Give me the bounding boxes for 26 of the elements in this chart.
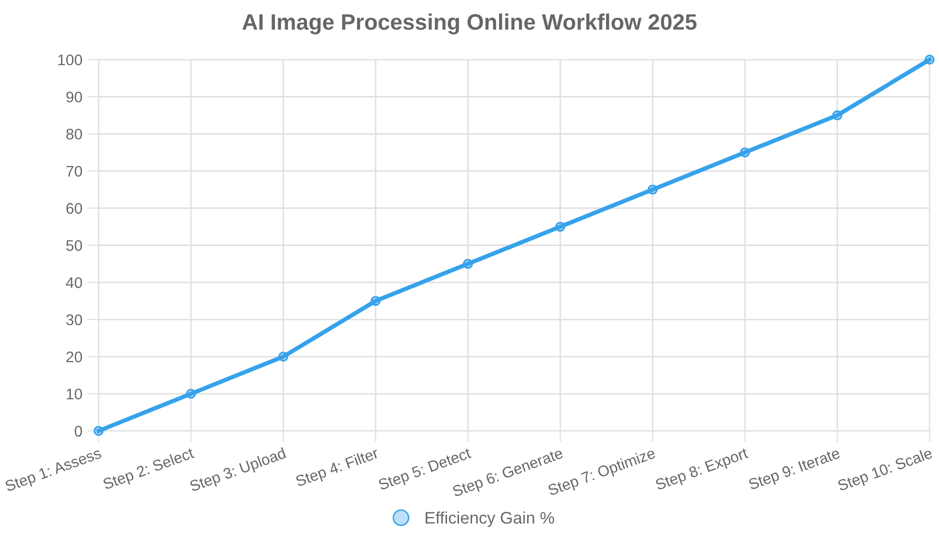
point bbox=[94, 426, 104, 436]
point bbox=[370, 296, 381, 306]
point bbox=[740, 147, 750, 158]
point bbox=[462, 258, 473, 269]
y-tick-label: 70 bbox=[66, 166, 82, 177]
x-tick-label: Step 1: Assess bbox=[4, 447, 103, 495]
y-tick-label: 50 bbox=[66, 240, 82, 251]
y-tick-label: 10 bbox=[66, 388, 82, 400]
x-tick-label: Step 4: Filter bbox=[294, 446, 380, 490]
y-tick-label: 60 bbox=[66, 202, 82, 214]
y-tick-label: 0 bbox=[74, 426, 82, 437]
y-tick-label: 20 bbox=[66, 352, 82, 362]
y-tick-label: 30 bbox=[66, 314, 82, 326]
chart-title: AI Image Processing Online Workflow 2025 bbox=[242, 14, 697, 34]
point bbox=[186, 388, 196, 399]
y-tick-label: 100 bbox=[58, 54, 82, 66]
point bbox=[648, 184, 658, 195]
y-tick-label: 40 bbox=[66, 277, 82, 288]
y-tick-label: 80 bbox=[66, 128, 82, 140]
legend-label: Efficiency Gain % bbox=[426, 511, 554, 527]
y-tick-label: 90 bbox=[66, 92, 82, 102]
point bbox=[832, 110, 842, 120]
point bbox=[924, 54, 935, 65]
x-tick-label: Step 8: Export bbox=[654, 447, 750, 494]
point bbox=[278, 352, 288, 362]
point bbox=[555, 222, 566, 232]
